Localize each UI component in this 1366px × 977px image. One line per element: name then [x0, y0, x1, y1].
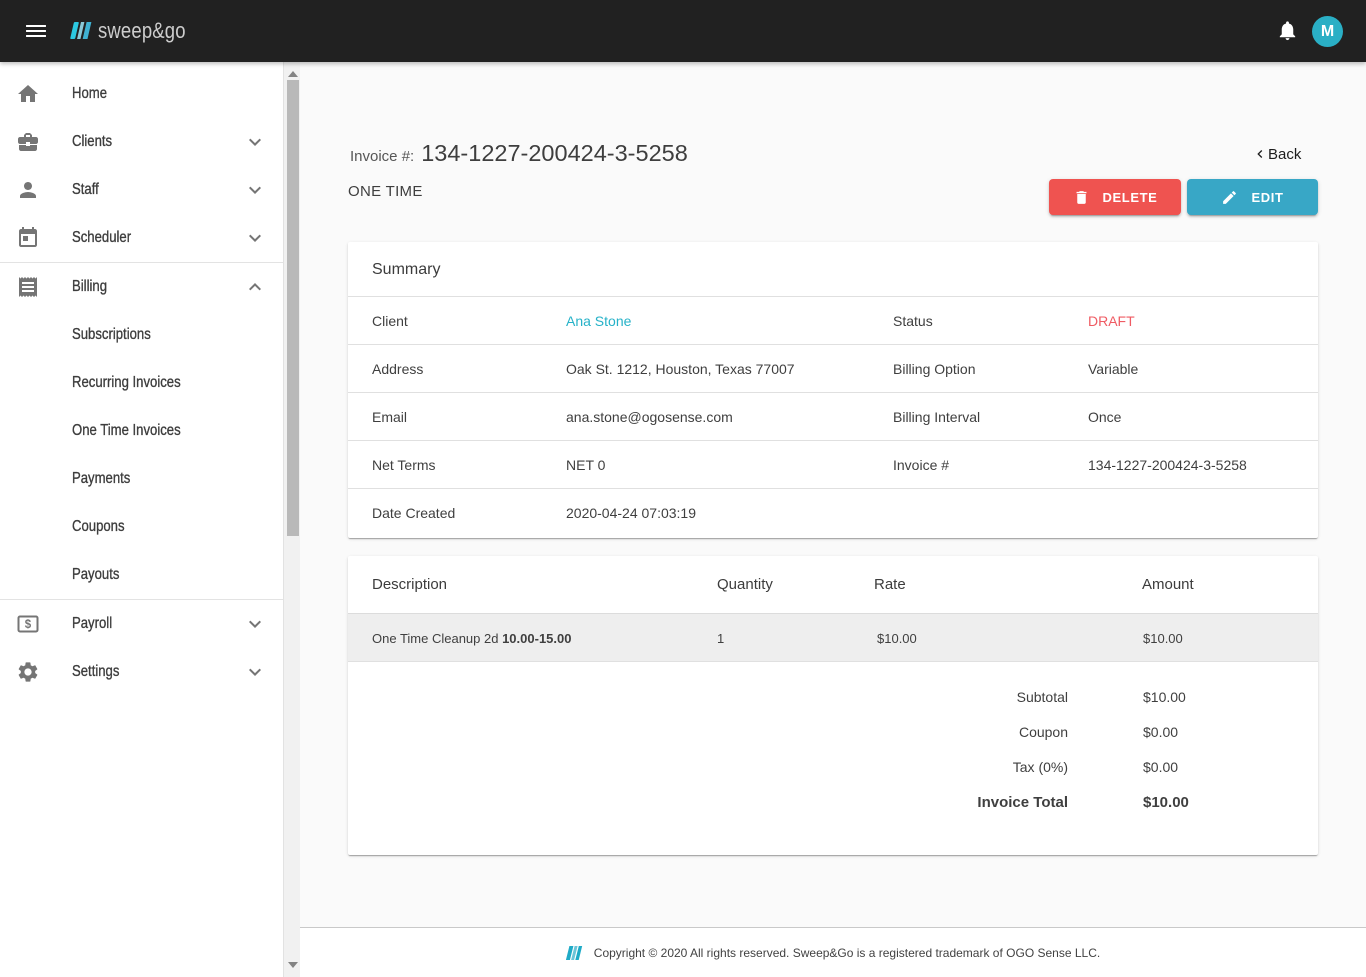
svg-text:$: $: [25, 619, 32, 631]
